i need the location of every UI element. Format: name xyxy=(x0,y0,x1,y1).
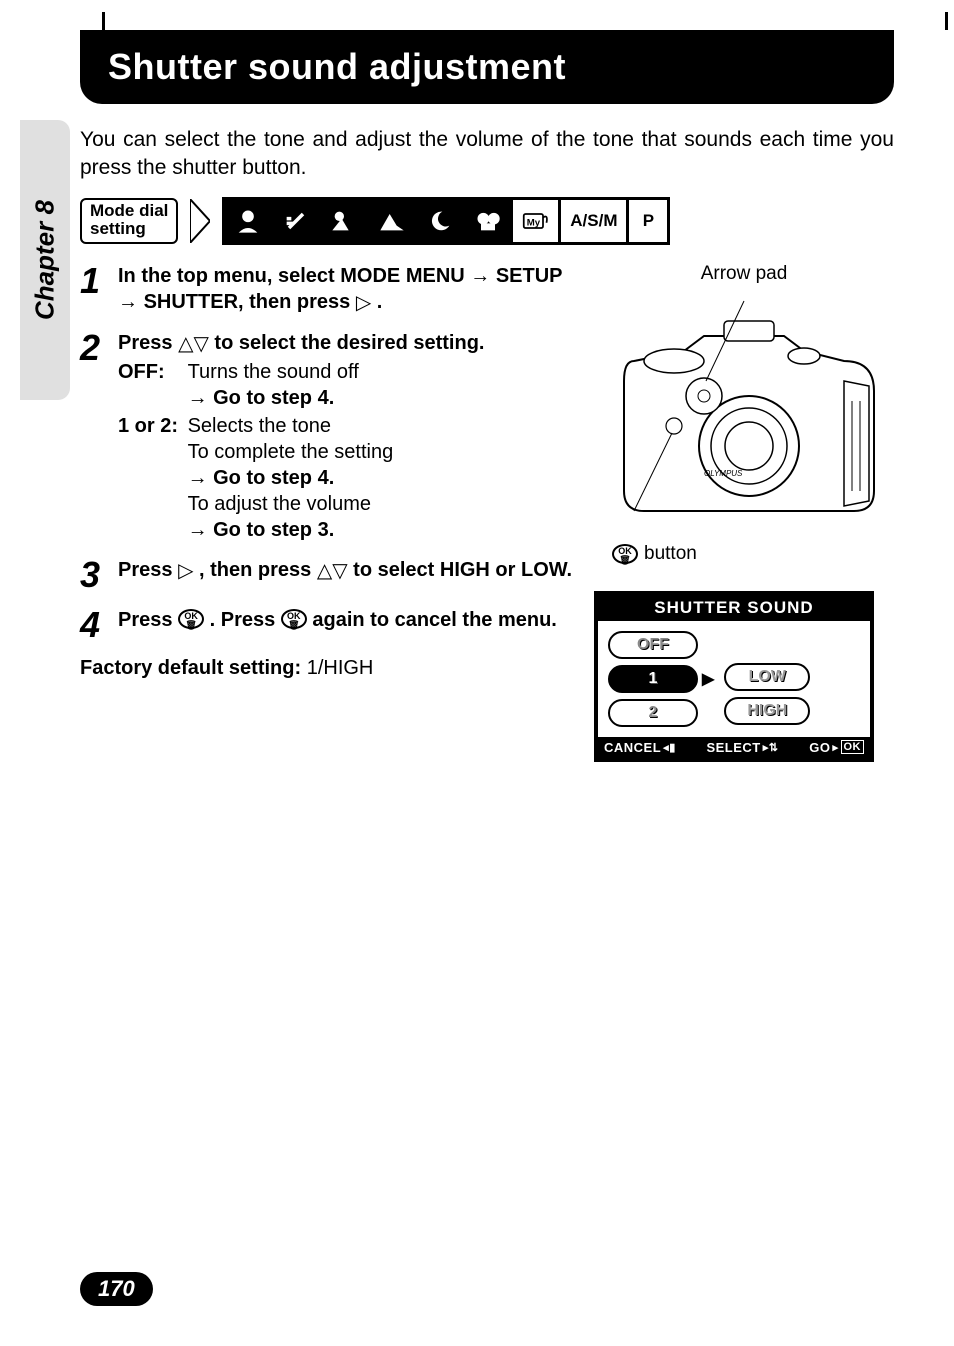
lcd-option-1[interactable]: 1 xyxy=(608,665,698,693)
step-1-lead-b: SETUP xyxy=(496,265,562,287)
mode-dial-label-line1: Mode dial xyxy=(90,202,168,220)
mode-dial-label: Mode dial setting xyxy=(80,198,178,244)
svg-text:My: My xyxy=(527,217,541,228)
lcd-title: SHUTTER SOUND xyxy=(598,595,870,621)
mode-icon-night xyxy=(417,200,465,242)
lcd-option-off[interactable]: OFF xyxy=(608,631,698,659)
mode-icon-p: P xyxy=(629,200,667,242)
mode-icons-strip: My A/S/M P xyxy=(222,197,670,245)
intro-text: You can select the tone and adjust the v… xyxy=(80,126,894,183)
selection-arrow-icon: ▶ xyxy=(702,669,714,689)
step-1-lead-a: In the top menu, select MODE MENU xyxy=(118,265,465,287)
lcd-select-label: SELECT xyxy=(706,740,760,755)
step-3-lead-a: Press xyxy=(118,559,178,581)
camera-illustration: Arrow pad xyxy=(594,263,894,573)
step-1-number: 1 xyxy=(80,263,108,316)
step-2-lead2: to select the desired setting. xyxy=(214,332,484,354)
step-3-number: 3 xyxy=(80,557,108,593)
step-1-lead-e: . xyxy=(377,291,383,313)
step-3-lead-b: , then press xyxy=(199,559,317,581)
triangle-down-icon: ▽ xyxy=(332,558,347,584)
ok-button-icon: OK🗑 xyxy=(281,609,307,629)
lcd-volume-high[interactable]: HIGH xyxy=(724,697,810,725)
arrow-pad-label: Arrow pad xyxy=(594,263,894,285)
mode-icon-my: My xyxy=(513,200,561,242)
chapter-tab: Chapter 8 xyxy=(20,120,70,400)
lcd-go-label: GO xyxy=(809,740,830,755)
step-3-lead-c: to select HIGH or LOW. xyxy=(353,559,572,581)
triangle-up-icon: △ xyxy=(317,558,332,584)
triangle-right-icon: ▷ xyxy=(356,290,371,316)
step-2-off-goto: Go to step 4. xyxy=(213,387,334,409)
step-1-lead-c: SHUTTER xyxy=(144,291,238,313)
mode-dial-arrow-icon xyxy=(190,199,210,243)
factory-value: 1/HIGH xyxy=(301,657,373,679)
step-2-tone-desc: Selects the tone xyxy=(188,415,331,437)
step-3: 3 Press ▷ , then press △▽ to select HIGH… xyxy=(80,557,576,593)
step-1-lead-d: , then press xyxy=(238,291,356,313)
arrow-right-icon: → xyxy=(188,387,214,409)
camera-icon: OLYMPUS xyxy=(604,291,884,531)
mode-icon-movie xyxy=(465,200,513,242)
arrow-left-icon: ◂▮ xyxy=(663,741,676,754)
step-4-lead-b: . Press xyxy=(210,609,281,631)
mode-dial-row: Mode dial setting xyxy=(80,197,894,245)
step-2-number: 2 xyxy=(80,330,108,543)
page-title: Shutter sound adjustment xyxy=(80,30,894,104)
step-2: 2 Press △▽ to select the desired setting… xyxy=(80,330,576,543)
mode-icon-asm: A/S/M xyxy=(561,200,629,242)
mode-icon-sports xyxy=(273,200,321,242)
ok-button-icon: OK🗑 xyxy=(178,609,204,629)
mode-dial-label-line2: setting xyxy=(90,220,168,238)
arrow-right-icon: ▸ xyxy=(832,741,838,754)
step-4-number: 4 xyxy=(80,607,108,643)
arrow-updown-icon: ▸⇅ xyxy=(763,741,779,754)
step-4: 4 Press OK🗑 . Press OK🗑 again to cancel … xyxy=(80,607,576,643)
ok-button-icon: OK🗑 xyxy=(612,544,638,564)
step-4-lead-c: again to cancel the menu. xyxy=(312,609,557,631)
step-4-lead-a: Press xyxy=(118,609,178,631)
triangle-up-icon: △ xyxy=(178,331,193,357)
step-2-complete-goto: Go to step 4. xyxy=(213,467,334,489)
triangle-down-icon: ▽ xyxy=(193,331,208,357)
lcd-option-2[interactable]: 2 xyxy=(608,699,698,727)
page-number: 170 xyxy=(80,1272,153,1306)
mode-icon-landscape-portrait xyxy=(321,200,369,242)
step-2-off-label: OFF: xyxy=(118,359,182,385)
arrow-right-icon: → xyxy=(470,265,496,287)
step-2-off-desc: Turns the sound off xyxy=(188,361,359,383)
step-1: 1 In the top menu, select MODE MENU → SE… xyxy=(80,263,576,316)
step-2-complete: To complete the setting xyxy=(188,441,394,463)
mode-icon-portrait xyxy=(225,200,273,242)
svg-text:OLYMPUS: OLYMPUS xyxy=(704,469,743,478)
step-2-lead: Press xyxy=(118,332,178,354)
arrow-right-icon: → xyxy=(118,291,144,313)
ok-button-label: button xyxy=(644,543,697,565)
lcd-screen: SHUTTER SOUND OFF 1 ▶ 2 LOW HIGH xyxy=(594,591,874,762)
factory-default: Factory default setting: 1/HIGH xyxy=(80,657,576,680)
mode-icon-landscape xyxy=(369,200,417,242)
lcd-cancel-label: CANCEL xyxy=(604,740,661,755)
factory-label: Factory default setting: xyxy=(80,657,301,679)
arrow-right-icon: → xyxy=(188,519,214,541)
lcd-footer: CANCEL◂▮ SELECT▸⇅ GO▸OK xyxy=(598,737,870,758)
lcd-ok-label: OK xyxy=(841,740,865,754)
step-2-adjust-goto: Go to step 3. xyxy=(213,519,334,541)
lcd-volume-low[interactable]: LOW xyxy=(724,663,810,691)
arrow-right-icon: → xyxy=(188,467,214,489)
step-2-adjust: To adjust the volume xyxy=(188,493,371,515)
step-2-tone-label: 1 or 2: xyxy=(118,413,182,439)
triangle-right-icon: ▷ xyxy=(178,558,193,584)
